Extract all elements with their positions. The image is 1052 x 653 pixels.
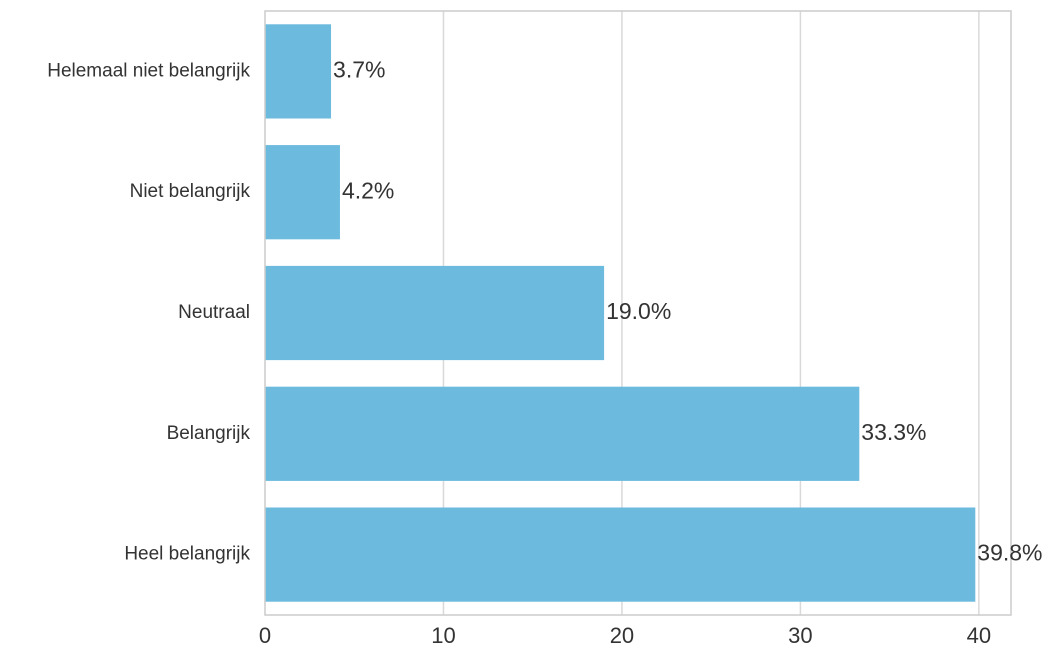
- x-tick-label: 10: [431, 623, 455, 648]
- category-labels: Helemaal niet belangrijk Niet belangrijk N…: [47, 60, 250, 564]
- plot-frame: [264, 10, 1012, 616]
- bar: [265, 265, 605, 361]
- data-label: 3.7%: [333, 56, 385, 82]
- x-tick-labels: 0 10 20 30 40: [259, 623, 991, 648]
- bars: [265, 24, 976, 602]
- bar: [265, 386, 860, 481]
- x-tick-label: 30: [788, 623, 812, 648]
- bar: [265, 145, 340, 240]
- data-labels: 3.7% 4.2% 19.0% 33.3% 39.8%: [333, 56, 1042, 565]
- x-tick-label: 40: [967, 623, 991, 648]
- category-label: Helemaal niet belangrijk: [47, 60, 250, 81]
- data-label: 39.8%: [977, 540, 1042, 566]
- data-label: 19.0%: [606, 298, 671, 324]
- x-tick-label: 0: [259, 623, 271, 648]
- category-label: Niet belangrijk: [130, 181, 251, 202]
- x-tick-label: 20: [610, 623, 634, 648]
- category-label: Belangrijk: [167, 423, 251, 444]
- data-label: 4.2%: [342, 177, 394, 203]
- category-label: Heel belangrijk: [124, 544, 250, 565]
- bar: [265, 507, 976, 602]
- category-label: Neutraal: [178, 302, 250, 323]
- bar: [265, 24, 332, 119]
- data-label: 33.3%: [861, 419, 926, 445]
